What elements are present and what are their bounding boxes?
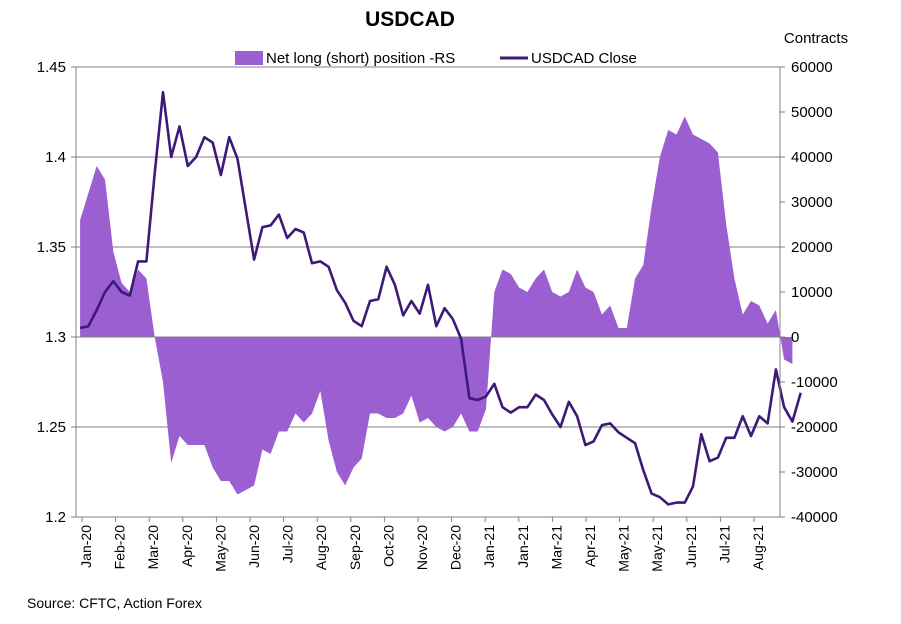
left-tick-label: 1.35 [37, 239, 66, 256]
x-tick-label: Jul-21 [716, 525, 732, 563]
x-tick-label: Jan-21 [515, 525, 531, 568]
right-tick-label: 60000 [791, 59, 833, 76]
right-axis: -40000 -30000 -20000 -10000 0 10000 20000 30000… [780, 59, 838, 526]
x-tick-label: Apr-21 [582, 525, 598, 567]
right-tick-label: 10000 [791, 284, 833, 301]
x-tick-label: Aug-21 [750, 525, 766, 570]
x-axis: Jan-20 Feb-20 Mar-20 Apr-20 May-20 Jun-20 Jul-… [78, 517, 766, 572]
x-tick-label: Nov-20 [414, 525, 430, 570]
chart-title: USDCAD [365, 8, 455, 31]
x-tick-label: May-21 [616, 525, 632, 572]
right-tick-label: 30000 [791, 194, 833, 211]
left-tick-label: 1.2 [45, 509, 66, 526]
right-tick-label: 20000 [791, 239, 833, 256]
net-position-area [80, 116, 793, 495]
x-tick-label: Feb-20 [112, 525, 128, 570]
x-tick-label: Aug-20 [313, 525, 329, 570]
right-tick-label: -20000 [791, 419, 838, 436]
x-tick-label: Mar-21 [548, 525, 564, 570]
legend: Net long (short) position -RS USDCAD Clo… [235, 50, 637, 67]
left-tick-label: 1.25 [37, 419, 66, 436]
left-axis: 1.2 1.25 1.3 1.35 1.4 1.45 [37, 59, 76, 526]
legend-swatch-net-position [235, 51, 263, 65]
left-tick-label: 1.45 [37, 59, 66, 76]
right-axis-title: Contracts [784, 30, 848, 47]
x-tick-label: Mar-20 [145, 525, 161, 570]
right-tick-label: -30000 [791, 464, 838, 481]
usdcad-close-line [79, 90, 802, 506]
x-tick-label: May-20 [212, 525, 228, 572]
legend-label-net-position: Net long (short) position -RS [266, 50, 455, 67]
right-tick-label: 40000 [791, 149, 833, 166]
x-tick-label: Oct-20 [380, 525, 396, 567]
x-tick-label: Jan-21 [481, 525, 497, 568]
right-tick-label: 0 [791, 329, 799, 346]
left-tick-label: 1.4 [45, 149, 66, 166]
x-tick-label: Jan-20 [78, 525, 94, 568]
x-tick-label: Jun-20 [246, 525, 262, 568]
x-tick-label: Sep-20 [347, 525, 363, 570]
x-tick-label: Jun-21 [683, 525, 699, 568]
legend-label-usdcad-close: USDCAD Close [531, 50, 637, 67]
right-tick-label: -10000 [791, 374, 838, 391]
x-tick-label: Dec-20 [448, 525, 464, 570]
right-tick-label: -40000 [791, 509, 838, 526]
x-tick-label: May-21 [649, 525, 665, 572]
x-tick-label: Apr-20 [179, 525, 195, 567]
source-note: Source: CFTC, Action Forex [27, 595, 203, 611]
right-tick-label: 50000 [791, 104, 833, 121]
x-tick-label: Jul-20 [280, 525, 296, 563]
left-tick-label: 1.3 [45, 329, 66, 346]
